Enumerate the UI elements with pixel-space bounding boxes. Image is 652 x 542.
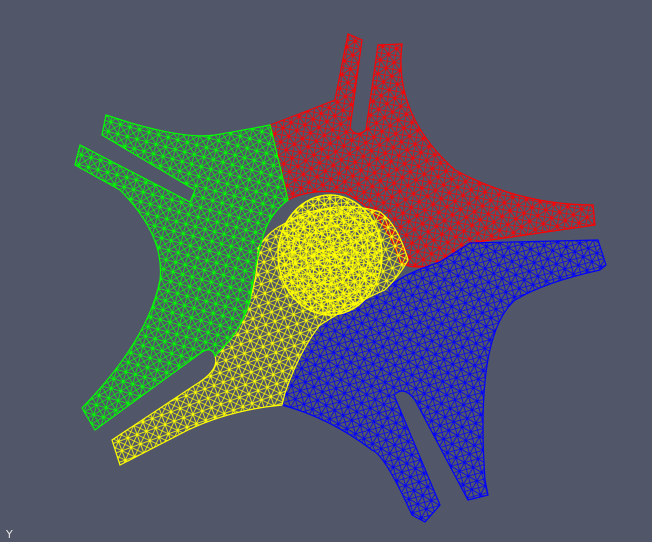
mesh-partition-green[interactable] [74, 114, 289, 431]
axis-label-y: Y [6, 528, 13, 541]
mesh-center-hub[interactable] [277, 194, 383, 316]
